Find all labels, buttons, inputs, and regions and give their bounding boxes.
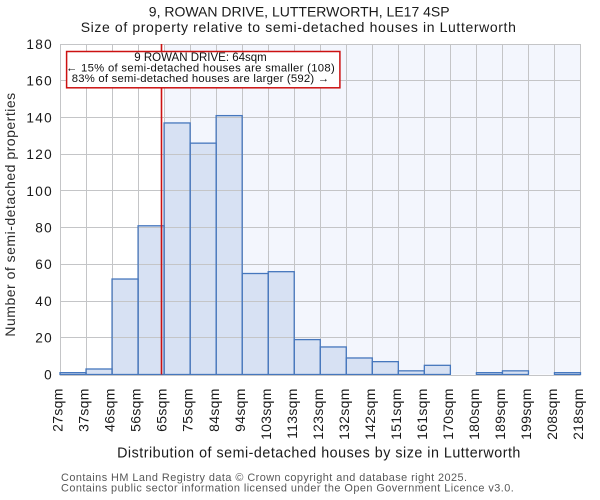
svg-text:218sqm: 218sqm xyxy=(570,388,586,440)
svg-text:83% of semi-detached houses ar: 83% of semi-detached houses are larger (… xyxy=(72,73,330,85)
svg-text:94sqm: 94sqm xyxy=(232,388,248,432)
svg-text:9 ROWAN DRIVE: 64sqm: 9 ROWAN DRIVE: 64sqm xyxy=(134,52,267,64)
svg-text:40: 40 xyxy=(35,294,53,309)
svg-text:9, ROWAN DRIVE, LUTTERWORTH, L: 9, ROWAN DRIVE, LUTTERWORTH, LE17 4SP xyxy=(149,4,450,20)
svg-text:Contains HM Land Registry data: Contains HM Land Registry data © Crown c… xyxy=(61,472,468,484)
svg-text:Contains public sector informa: Contains public sector information licen… xyxy=(61,483,514,495)
svg-text:65sqm: 65sqm xyxy=(154,388,170,432)
svg-text:161sqm: 161sqm xyxy=(414,388,430,440)
svg-text:199sqm: 199sqm xyxy=(518,388,534,440)
svg-text:142sqm: 142sqm xyxy=(362,388,378,440)
svg-text:56sqm: 56sqm xyxy=(128,388,144,432)
svg-text:140: 140 xyxy=(26,110,53,125)
svg-text:100: 100 xyxy=(26,184,53,199)
svg-text:132sqm: 132sqm xyxy=(336,388,352,440)
svg-text:180: 180 xyxy=(26,37,53,52)
svg-text:84sqm: 84sqm xyxy=(206,388,222,432)
svg-text:189sqm: 189sqm xyxy=(492,388,508,440)
svg-text:180sqm: 180sqm xyxy=(466,388,482,440)
svg-text:Number of semi-detached proper: Number of semi-detached properties xyxy=(2,92,18,336)
svg-text:80: 80 xyxy=(35,221,53,236)
svg-text:27sqm: 27sqm xyxy=(50,388,66,432)
svg-text:123sqm: 123sqm xyxy=(310,388,326,440)
svg-text:208sqm: 208sqm xyxy=(544,388,560,440)
svg-text:20: 20 xyxy=(35,331,53,346)
svg-text:46sqm: 46sqm xyxy=(102,388,118,432)
svg-text:Size of property relative to s: Size of property relative to semi-detach… xyxy=(81,19,517,35)
svg-text:← 15% of semi-detached houses: ← 15% of semi-detached houses are smalle… xyxy=(66,63,335,75)
svg-text:151sqm: 151sqm xyxy=(388,388,404,440)
svg-text:75sqm: 75sqm xyxy=(180,388,196,432)
svg-text:60: 60 xyxy=(35,257,53,272)
svg-text:0: 0 xyxy=(44,367,53,382)
svg-text:37sqm: 37sqm xyxy=(76,388,92,432)
svg-text:160: 160 xyxy=(26,74,53,89)
svg-text:103sqm: 103sqm xyxy=(258,388,274,440)
svg-text:170sqm: 170sqm xyxy=(440,388,456,440)
svg-text:Distribution of semi-detached: Distribution of semi-detached houses by … xyxy=(117,445,521,461)
svg-text:120: 120 xyxy=(26,147,53,162)
svg-text:113sqm: 113sqm xyxy=(284,388,300,439)
